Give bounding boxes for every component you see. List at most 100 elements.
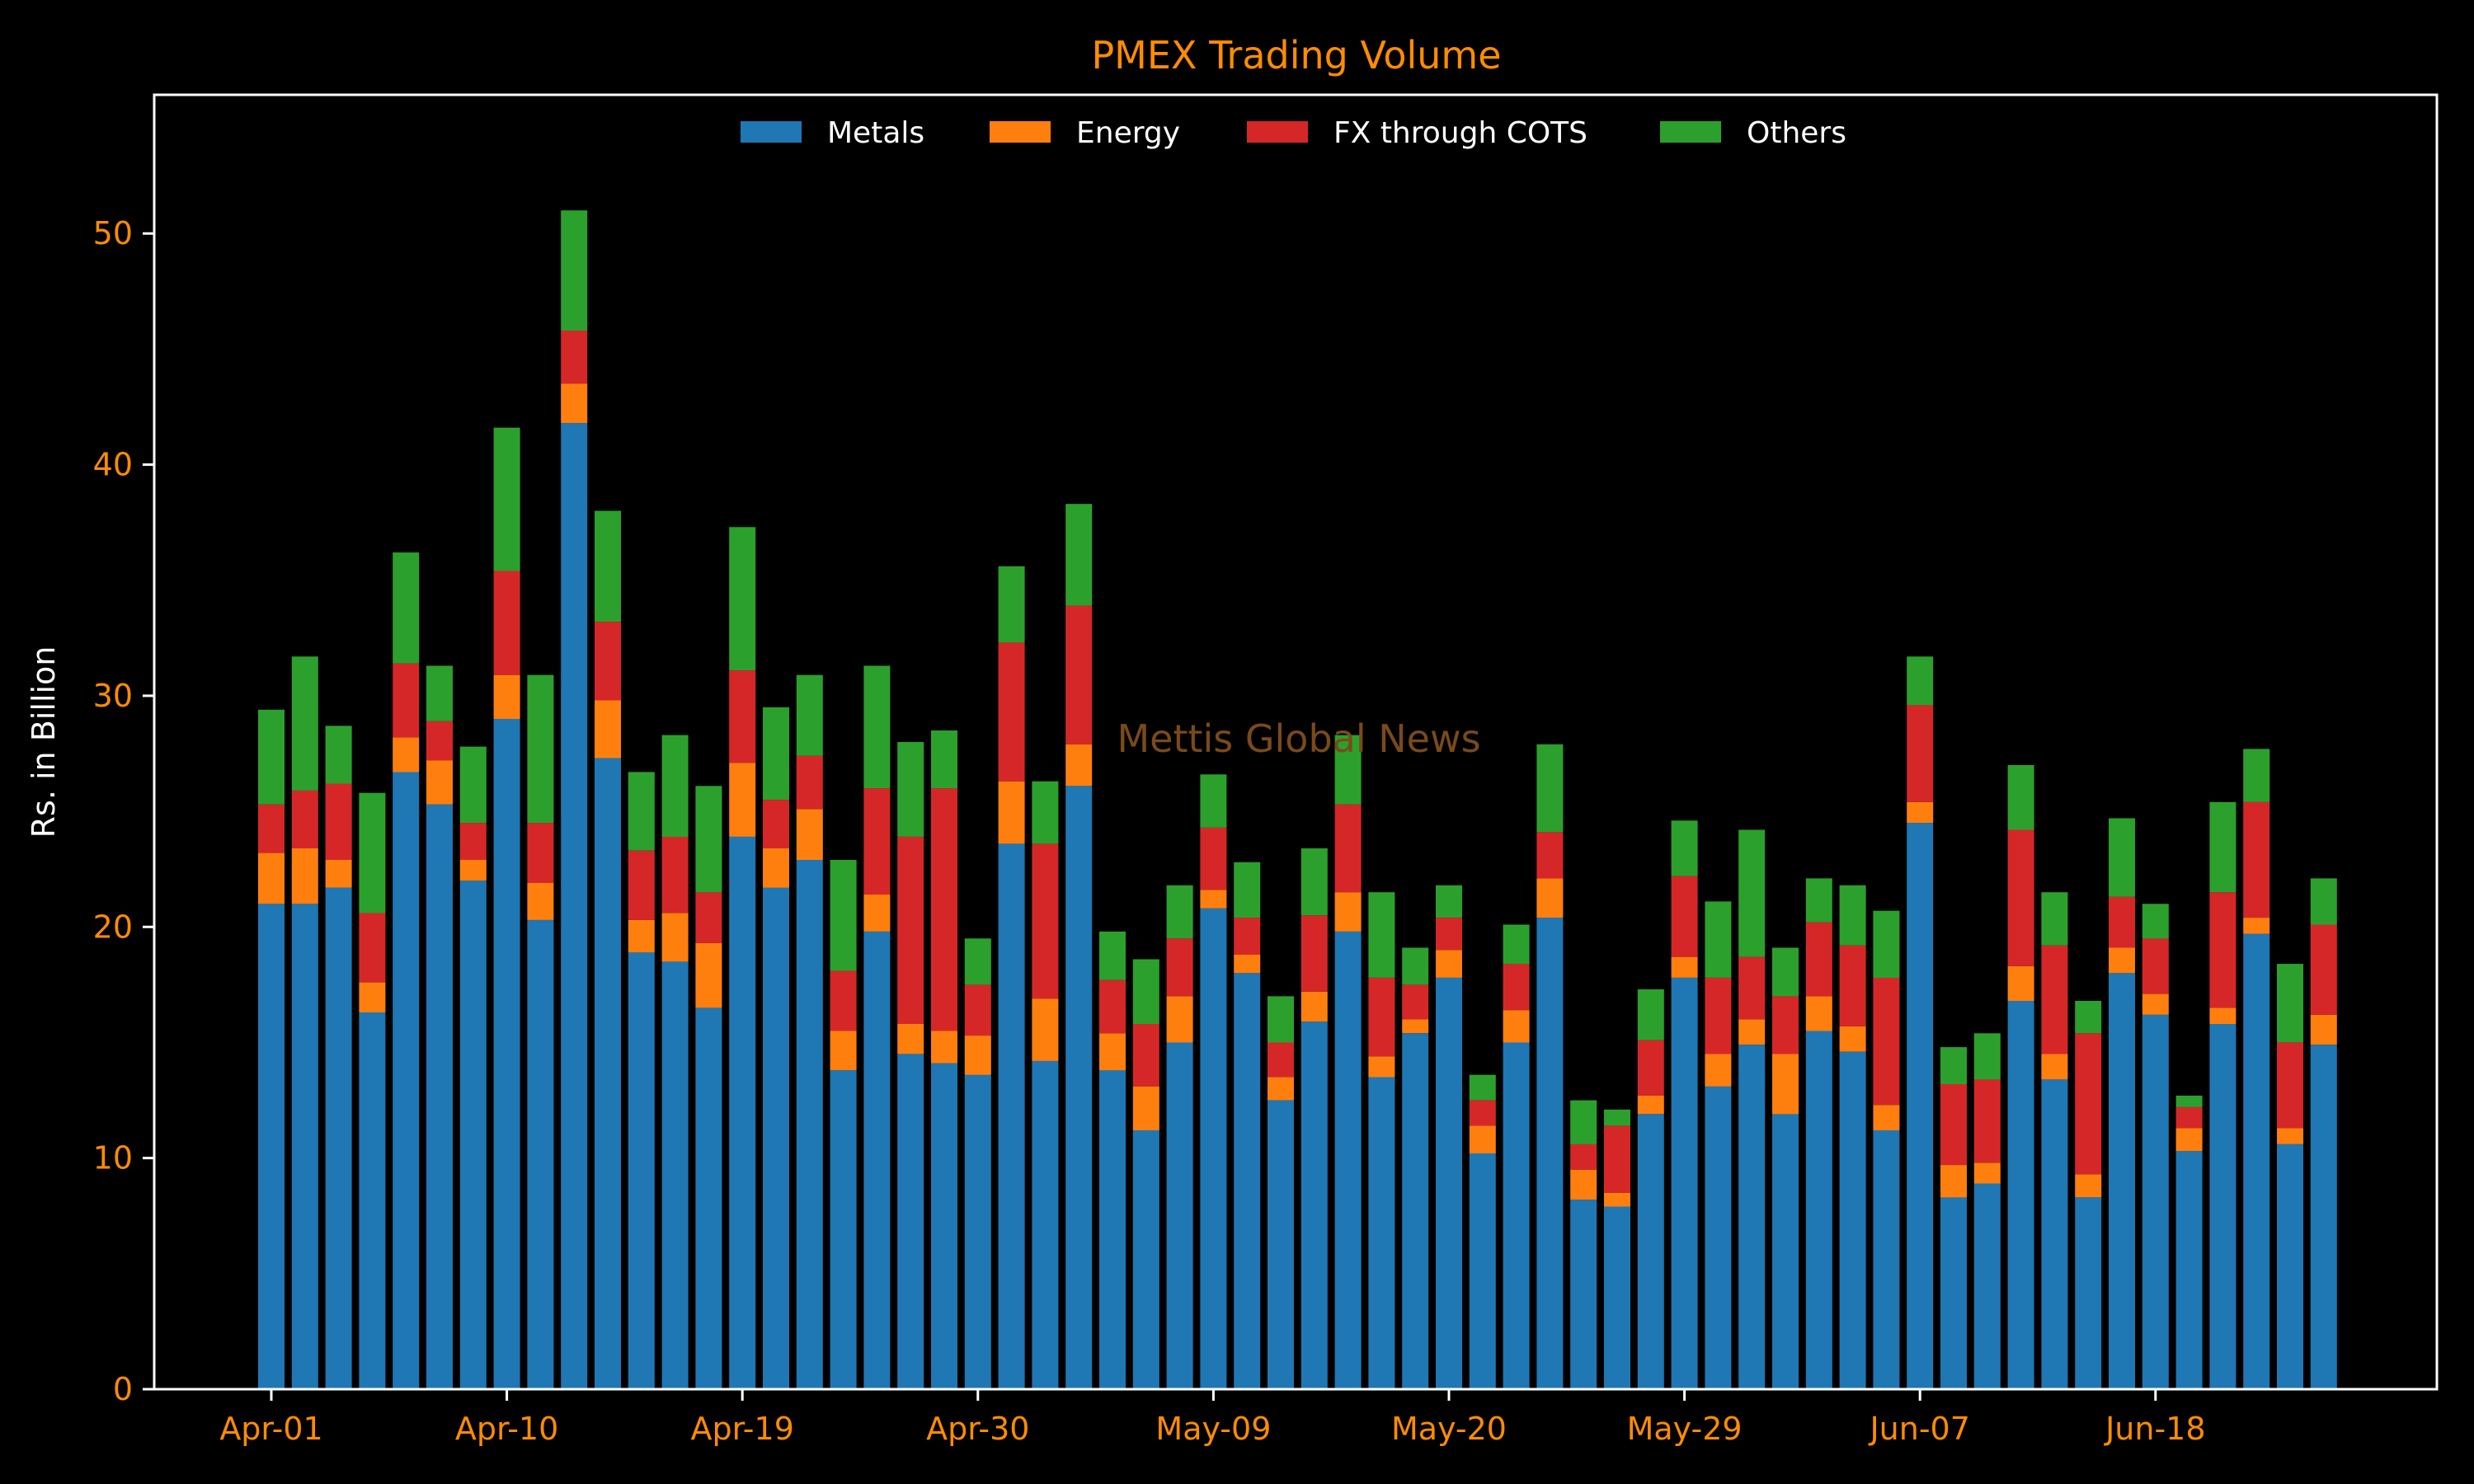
bar-metals-33: [1368, 1077, 1395, 1389]
bar-others-31: [1300, 848, 1328, 916]
bar-fx-through-cots-43: [1705, 978, 1732, 1054]
bar-fx-through-cots-4: [393, 663, 420, 738]
legend: Metals Energy FX through COTS Others: [741, 116, 1846, 150]
bar-others-30: [1268, 996, 1294, 1043]
bar-energy-54: [2075, 1174, 2102, 1198]
bar-others-36: [1469, 1074, 1496, 1101]
watermark-text: Mettis Global News: [1117, 716, 1480, 761]
bar-fx-through-cots-57: [2175, 1107, 2203, 1129]
bar-fx-through-cots-61: [2310, 924, 2337, 1015]
legend-label-others: Others: [1747, 116, 1846, 150]
bar-others-54: [2075, 1001, 2102, 1034]
legend-label-energy: Energy: [1076, 116, 1180, 150]
bar-fx-through-cots-51: [1973, 1079, 2001, 1163]
bar-energy-0: [258, 852, 285, 904]
bar-energy-34: [1402, 1019, 1429, 1034]
bar-others-43: [1705, 901, 1732, 978]
bar-others-47: [1839, 885, 1866, 946]
bar-metals-39: [1570, 1200, 1597, 1389]
bar-fx-through-cots-28: [1200, 827, 1227, 890]
bar-others-18: [863, 665, 891, 789]
bar-fx-through-cots-20: [931, 788, 957, 1031]
bar-fx-through-cots-48: [1873, 978, 1900, 1106]
bar-energy-49: [1907, 801, 1934, 824]
bar-metals-38: [1536, 918, 1564, 1389]
bar-metals-23: [1032, 1060, 1059, 1389]
bar-fx-through-cots-23: [1032, 843, 1059, 999]
bar-others-40: [1604, 1109, 1630, 1126]
y-tick-label: 40: [93, 447, 133, 483]
bar-metals-5: [426, 804, 453, 1389]
x-tick-label: May-20: [1391, 1411, 1507, 1447]
bar-energy-33: [1368, 1056, 1395, 1078]
bar-others-55: [2109, 818, 2135, 897]
bar-energy-3: [359, 982, 386, 1012]
bar-others-4: [393, 552, 420, 664]
bar-energy-6: [459, 860, 487, 881]
bar-metals-36: [1469, 1153, 1496, 1389]
bar-energy-40: [1604, 1192, 1630, 1207]
bar-metals-27: [1166, 1042, 1193, 1389]
bar-metals-3: [359, 1012, 386, 1389]
x-tick-label: Apr-10: [455, 1411, 558, 1447]
bar-others-58: [2209, 801, 2236, 893]
bar-energy-59: [2243, 918, 2270, 934]
bar-energy-28: [1200, 890, 1227, 909]
y-axis-label: Rs. in Billion: [26, 646, 62, 838]
bar-fx-through-cots-33: [1368, 978, 1395, 1057]
bar-others-3: [359, 792, 386, 913]
legend-swatch-others: [1660, 121, 1721, 143]
bar-others-38: [1536, 744, 1564, 833]
bar-energy-13: [695, 942, 722, 1008]
bar-fx-through-cots-46: [1805, 922, 1832, 997]
bar-metals-20: [931, 1063, 957, 1389]
bar-others-22: [998, 566, 1025, 643]
bar-metals-11: [628, 952, 655, 1389]
bar-metals-56: [2142, 1014, 2169, 1389]
x-tick-label: Apr-30: [926, 1411, 1029, 1447]
bar-metals-17: [830, 1070, 857, 1389]
bar-fx-through-cots-45: [1772, 996, 1799, 1054]
bar-fx-through-cots-11: [628, 850, 655, 920]
bar-others-23: [1032, 781, 1059, 844]
bar-metals-59: [2243, 933, 2270, 1389]
y-axis: 0 10 20 30 40 50: [93, 215, 154, 1407]
bar-energy-37: [1503, 1010, 1530, 1043]
bar-energy-14: [729, 763, 756, 837]
bar-metals-29: [1234, 973, 1261, 1389]
bar-energy-57: [2175, 1128, 2203, 1152]
y-tick-label: 10: [93, 1140, 133, 1176]
bar-metals-16: [796, 860, 823, 1389]
bar-fx-through-cots-55: [2109, 896, 2135, 948]
bar-others-41: [1637, 989, 1664, 1040]
bar-energy-38: [1536, 878, 1564, 918]
bar-others-42: [1671, 820, 1698, 876]
bar-metals-19: [897, 1054, 924, 1389]
bar-energy-5: [426, 760, 453, 805]
bar-metals-48: [1873, 1130, 1900, 1389]
bar-energy-39: [1570, 1169, 1597, 1200]
bar-energy-25: [1099, 1033, 1126, 1071]
bar-energy-20: [931, 1031, 957, 1064]
bar-energy-9: [561, 383, 588, 424]
bar-fx-through-cots-25: [1099, 979, 1126, 1034]
bar-others-1: [291, 656, 318, 791]
legend-swatch-energy: [990, 121, 1051, 143]
bar-fx-through-cots-30: [1268, 1042, 1294, 1078]
bar-metals-26: [1132, 1130, 1159, 1389]
bar-energy-55: [2109, 947, 2135, 974]
bar-fx-through-cots-26: [1132, 1024, 1159, 1087]
bar-fx-through-cots-60: [2277, 1042, 2303, 1129]
bar-others-33: [1368, 892, 1395, 978]
bar-fx-through-cots-40: [1604, 1125, 1630, 1193]
bar-fx-through-cots-34: [1402, 984, 1429, 1020]
bar-fx-through-cots-7: [493, 571, 520, 675]
bar-energy-10: [595, 700, 621, 758]
bar-fx-through-cots-8: [527, 823, 554, 883]
bar-fx-through-cots-27: [1166, 938, 1193, 997]
bar-others-19: [897, 742, 924, 837]
bar-energy-22: [998, 781, 1025, 844]
bar-others-10: [595, 510, 621, 622]
bar-fx-through-cots-3: [359, 913, 386, 983]
